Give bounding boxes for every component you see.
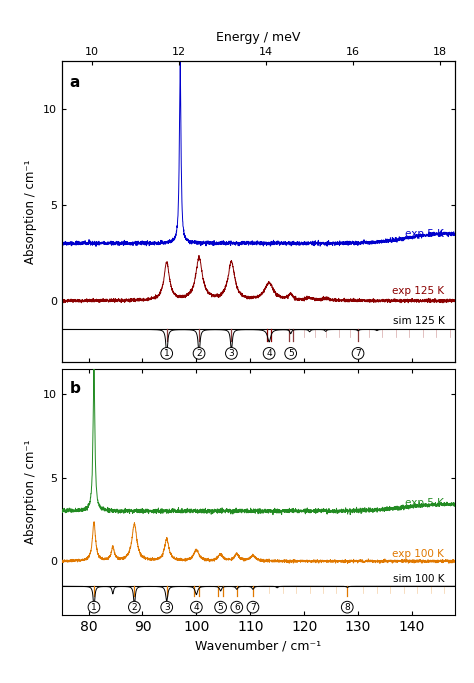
Text: 2: 2 <box>132 602 137 612</box>
Text: a: a <box>70 75 80 90</box>
Text: 1: 1 <box>164 349 170 358</box>
Text: 3: 3 <box>164 602 170 612</box>
Text: 6: 6 <box>234 602 240 612</box>
X-axis label: Energy / meV: Energy / meV <box>216 31 301 44</box>
Text: 4: 4 <box>193 602 199 612</box>
Text: exp 5 K: exp 5 K <box>405 229 444 239</box>
X-axis label: Wavenumber / cm⁻¹: Wavenumber / cm⁻¹ <box>195 639 321 652</box>
Y-axis label: Absorption / cm⁻¹: Absorption / cm⁻¹ <box>24 159 37 264</box>
Y-axis label: Absorption / cm⁻¹: Absorption / cm⁻¹ <box>24 439 37 544</box>
Text: 5: 5 <box>288 349 293 358</box>
Text: 3: 3 <box>228 349 234 358</box>
Text: 7: 7 <box>355 349 361 358</box>
Text: exp 100 K: exp 100 K <box>392 550 444 559</box>
Text: 7: 7 <box>250 602 256 612</box>
Text: sim 125 K: sim 125 K <box>392 316 444 326</box>
Text: 8: 8 <box>345 602 350 612</box>
Text: 5: 5 <box>218 602 223 612</box>
Text: sim 100 K: sim 100 K <box>393 574 444 584</box>
Text: exp 125 K: exp 125 K <box>392 286 444 296</box>
Text: 1: 1 <box>91 602 97 612</box>
Text: b: b <box>70 380 81 395</box>
Text: 4: 4 <box>266 349 272 358</box>
Text: exp 5 K: exp 5 K <box>405 498 444 507</box>
Text: 2: 2 <box>196 349 202 358</box>
